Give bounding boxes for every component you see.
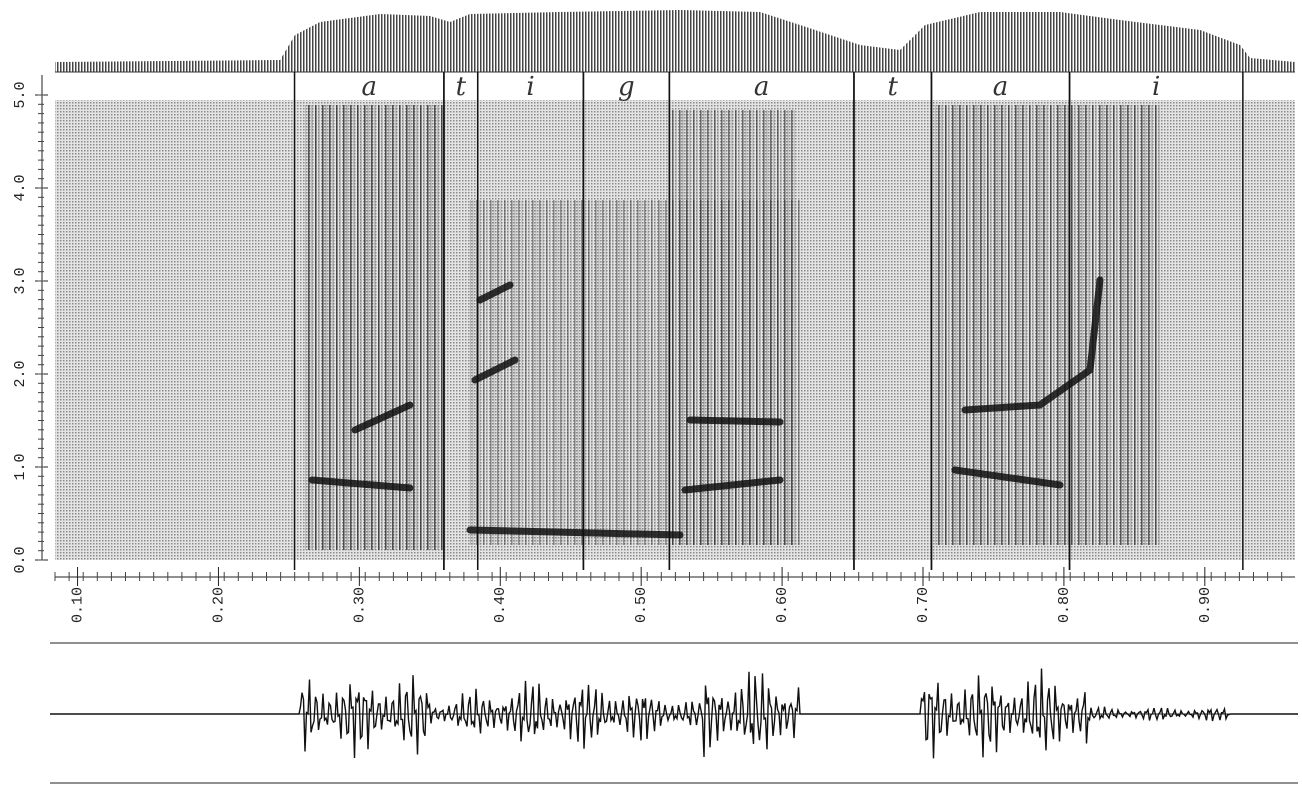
voicing-striations <box>935 105 1160 545</box>
segment-label: i <box>1152 72 1160 102</box>
waveform <box>50 669 1298 759</box>
x-tick-label: 0.60 <box>774 587 791 623</box>
y-tick-label: 1.0 <box>12 453 29 480</box>
amplitude-envelope <box>55 10 1295 72</box>
segment-label: t <box>887 72 898 102</box>
segment-label: a <box>754 72 770 102</box>
segment-label: a <box>361 72 377 102</box>
x-tick-label: 0.70 <box>915 587 932 623</box>
x-tick-label: 0.40 <box>492 587 509 623</box>
x-tick-label: 0.10 <box>70 587 87 623</box>
x-tick-label: 0.50 <box>633 587 650 623</box>
x-tick-label: 0.20 <box>210 587 227 623</box>
segment-label: i <box>526 72 534 102</box>
spectrogram-figure: 0.0 1.0 2.0 3.0 4.0 5.0 0.10 0.20 0.30 0.40 0.50 0.… <box>0 0 1302 785</box>
y-tick-label: 0.0 <box>12 546 29 573</box>
x-tick-label: 0.90 <box>1197 587 1214 623</box>
segment-label: a <box>993 72 1009 102</box>
x-tick-label: 0.30 <box>351 587 368 623</box>
x-tick-label: 0.80 <box>1056 587 1073 623</box>
segment-label: g <box>618 72 635 102</box>
y-tick-label: 3.0 <box>12 267 29 294</box>
y-tick-label: 2.0 <box>12 360 29 387</box>
segment-label: t <box>456 72 467 102</box>
y-tick-label: 4.0 <box>12 174 29 201</box>
y-tick-label: 5.0 <box>12 81 29 108</box>
